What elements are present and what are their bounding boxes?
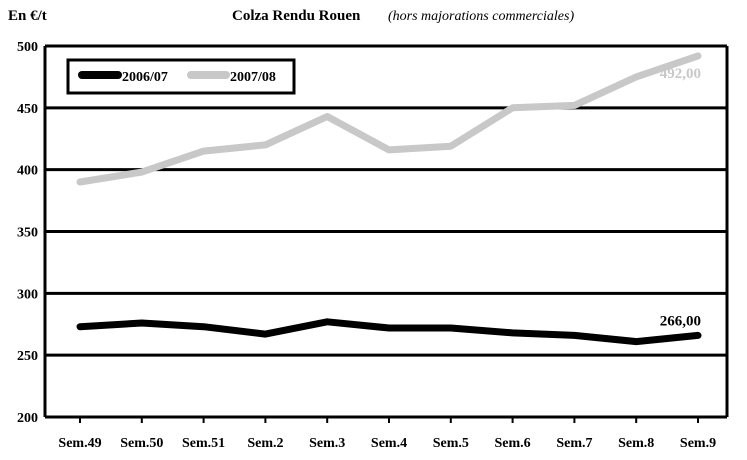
x-tick-label-Sem.2: Sem.2 [247,436,283,451]
legend: 2006/07 2007/08 [66,58,296,95]
end-label-2006-07: 266,00 [660,313,701,329]
x-tick-label-Sem.9: Sem.9 [680,436,716,451]
x-tick-label-Sem.5: Sem.5 [433,436,469,451]
x-tick-label-Sem.49: Sem.49 [58,436,101,451]
x-tick-label-Sem.7: Sem.7 [556,436,592,451]
chart-title: Colza Rendu Rouen [232,8,361,24]
y-tick-label-450: 450 [17,102,38,117]
y-tick-label-300: 300 [17,287,38,302]
y-tick-label-200: 200 [17,411,38,426]
x-tick-label-Sem.4: Sem.4 [371,436,407,451]
x-tick-label-Sem.6: Sem.6 [495,436,531,451]
x-tick-label-Sem.51: Sem.51 [182,436,225,451]
end-label-2007-08: 492,00 [660,66,701,82]
x-axis-ticks: Sem.49 Sem.50 Sem.51 Sem.2 Sem.3 Sem.4 Sem.5 Se… [58,417,716,451]
y-tick-label-250: 250 [17,349,38,364]
y-tick-label-400: 400 [17,164,38,179]
y-axis-ticks: 200 250 300 350 400 450 500 [17,40,38,426]
legend-label-2006-07: 2006/07 [122,70,168,85]
y-axis-unit-label: En €/t [8,8,47,24]
series-line-2006-07 [76,318,702,346]
chart-subtitle: (hors majorations commerciales) [388,9,574,24]
x-tick-label-Sem.50: Sem.50 [120,436,163,451]
x-tick-label-Sem.8: Sem.8 [618,436,654,451]
series-lines [76,52,702,346]
y-tick-label-500: 500 [17,40,38,55]
legend-label-2007-08: 2007/08 [230,70,276,85]
end-value-labels: 266,00 492,00 [660,66,701,329]
y-tick-label-350: 350 [17,226,38,241]
gridlines [43,44,729,419]
x-tick-label-Sem.3: Sem.3 [309,436,345,451]
